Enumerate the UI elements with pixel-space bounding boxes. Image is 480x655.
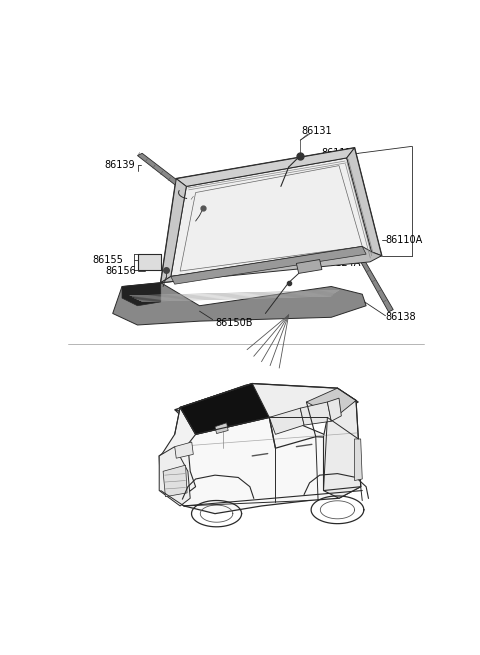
Polygon shape: [159, 417, 360, 514]
Polygon shape: [360, 260, 393, 312]
Polygon shape: [324, 400, 360, 498]
Polygon shape: [161, 148, 382, 283]
Polygon shape: [180, 384, 269, 434]
Text: 86155: 86155: [93, 255, 123, 265]
Polygon shape: [161, 407, 196, 495]
Polygon shape: [176, 148, 355, 187]
Polygon shape: [137, 254, 161, 270]
Text: 86131: 86131: [302, 126, 333, 136]
Text: 86110A: 86110A: [385, 235, 423, 246]
Polygon shape: [161, 246, 382, 283]
Polygon shape: [180, 384, 356, 417]
Text: 1416BA: 1416BA: [179, 207, 216, 217]
Polygon shape: [296, 259, 322, 273]
Text: 86124A: 86124A: [324, 259, 361, 269]
Text: 86150B: 86150B: [215, 318, 252, 328]
Polygon shape: [175, 385, 359, 417]
Polygon shape: [215, 422, 228, 434]
Text: 86139: 86139: [104, 160, 135, 170]
Polygon shape: [122, 283, 161, 306]
Text: 86124D: 86124D: [324, 239, 362, 249]
Polygon shape: [163, 465, 187, 496]
Polygon shape: [327, 398, 341, 421]
Polygon shape: [137, 153, 204, 203]
Text: 86156: 86156: [105, 266, 136, 276]
Text: 86138: 86138: [385, 312, 416, 322]
Polygon shape: [355, 439, 362, 481]
Polygon shape: [171, 246, 366, 284]
Polygon shape: [306, 388, 356, 417]
Polygon shape: [347, 148, 382, 255]
Polygon shape: [161, 179, 186, 283]
Polygon shape: [175, 409, 339, 464]
Polygon shape: [113, 283, 366, 325]
Polygon shape: [159, 447, 190, 506]
Polygon shape: [300, 402, 331, 425]
Polygon shape: [171, 158, 372, 276]
Text: 87864: 87864: [321, 187, 352, 198]
Polygon shape: [175, 442, 193, 458]
Text: 86115: 86115: [321, 148, 352, 159]
Polygon shape: [269, 408, 304, 434]
